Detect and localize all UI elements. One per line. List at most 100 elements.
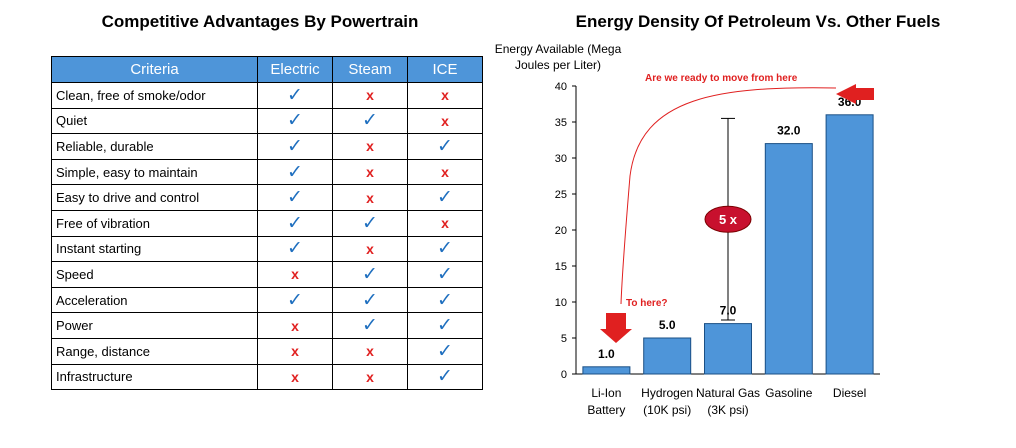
table-row: Reliable, durable ✓ x ✓: [51, 133, 483, 160]
electric-cell: ✓: [257, 286, 333, 314]
criteria-cell: Acceleration: [51, 286, 258, 314]
electric-cell: x: [257, 363, 333, 391]
electric-cell: ✓: [257, 133, 333, 160]
criteria-cell: Clean, free of smoke/odor: [51, 82, 258, 109]
checkmark-icon: ✓: [437, 314, 453, 337]
advantages-table: Criteria Electric Steam ICE Clean, free …: [51, 56, 483, 391]
ice-cell: ✓: [407, 133, 483, 160]
y-tick-label: 20: [555, 225, 567, 237]
y-axis-label: Joules per Liter): [515, 58, 601, 72]
table-body: Clean, free of smoke/odor ✓ x x Quiet ✓ ✓ x Reli…: [51, 82, 483, 391]
y-tick-label: 0: [561, 369, 567, 381]
cross-icon: x: [366, 240, 374, 257]
bar: [764, 143, 813, 375]
electric-cell: ✓: [257, 235, 333, 263]
electric-cell: x: [257, 337, 333, 365]
checkmark-icon: ✓: [362, 288, 378, 311]
x-tick-label: Li-Ion: [591, 386, 621, 400]
steam-cell: x: [332, 337, 408, 365]
header-steam: Steam: [332, 56, 408, 83]
x-tick-label: Natural Gas: [696, 386, 760, 400]
table-row: Free of vibration ✓ ✓ x: [51, 209, 483, 237]
bar-value-label: 32.0: [777, 124, 801, 138]
steam-cell: x: [332, 235, 408, 263]
electric-cell: ✓: [257, 107, 333, 135]
ice-cell: ✓: [407, 363, 483, 391]
checkmark-icon: ✓: [362, 109, 378, 132]
y-tick-label: 25: [555, 189, 567, 201]
y-tick-label: 30: [555, 153, 567, 165]
header-electric: Electric: [257, 56, 333, 83]
x-tick-label: (3K psi): [707, 403, 748, 417]
checkmark-icon: ✓: [287, 83, 303, 106]
annotation-move-from: Are we ready to move from here: [645, 73, 798, 84]
cross-icon: x: [291, 368, 299, 385]
table-row: Power x ✓ ✓: [51, 312, 483, 339]
steam-cell: ✓: [332, 312, 408, 339]
cross-icon: x: [366, 138, 374, 155]
steam-cell: ✓: [332, 107, 408, 135]
electric-cell: ✓: [257, 184, 333, 211]
left-arrow-icon: [836, 84, 874, 104]
table-row: Speed x ✓ ✓: [51, 261, 483, 288]
chart-title: Energy Density Of Petroleum Vs. Other Fu…: [575, 12, 941, 31]
table-row: Clean, free of smoke/odor ✓ x x: [51, 82, 483, 109]
electric-cell: x: [257, 312, 333, 339]
x-tick-label: Gasoline: [765, 386, 813, 400]
y-tick-label: 40: [555, 81, 567, 93]
checkmark-icon: ✓: [287, 160, 303, 183]
cross-icon: x: [441, 215, 449, 232]
ice-cell: x: [407, 158, 483, 186]
checkmark-icon: ✓: [287, 288, 303, 311]
checkmark-icon: ✓: [287, 109, 303, 132]
cross-icon: x: [366, 368, 374, 385]
electric-cell: ✓: [257, 209, 333, 237]
table-row: Quiet ✓ ✓ x: [51, 107, 483, 135]
bar: [704, 323, 752, 375]
ice-cell: ✓: [407, 261, 483, 288]
cross-icon: x: [291, 317, 299, 334]
checkmark-icon: ✓: [287, 237, 303, 260]
cross-icon: x: [291, 266, 299, 283]
bar: [825, 114, 874, 375]
steam-cell: x: [332, 82, 408, 109]
criteria-cell: Free of vibration: [51, 209, 258, 237]
cross-icon: x: [366, 343, 374, 360]
steam-cell: x: [332, 363, 408, 391]
checkmark-icon: ✓: [437, 262, 453, 285]
cross-icon: x: [366, 164, 374, 181]
steam-cell: x: [332, 184, 408, 211]
table-row: Acceleration ✓ ✓ ✓: [51, 286, 483, 314]
bar-value-label: 5.0: [659, 318, 676, 332]
checkmark-icon: ✓: [287, 211, 303, 234]
bar: [582, 366, 631, 375]
criteria-cell: Reliable, durable: [51, 133, 258, 160]
ice-cell: ✓: [407, 312, 483, 339]
x-tick-label: Battery: [587, 403, 625, 417]
bar: [643, 337, 692, 375]
y-tick-label: 15: [555, 261, 567, 273]
steam-cell: ✓: [332, 286, 408, 314]
checkmark-icon: ✓: [437, 365, 453, 388]
criteria-cell: Range, distance: [51, 337, 258, 365]
checkmark-icon: ✓: [362, 211, 378, 234]
criteria-cell: Quiet: [51, 107, 258, 135]
checkmark-icon: ✓: [362, 262, 378, 285]
criteria-cell: Infrastructure: [51, 363, 258, 391]
checkmark-icon: ✓: [437, 186, 453, 209]
criteria-cell: Instant starting: [51, 235, 258, 263]
ice-cell: x: [407, 209, 483, 237]
criteria-cell: Easy to drive and control: [51, 184, 258, 211]
y-tick-label: 5: [561, 333, 567, 345]
ice-cell: x: [407, 107, 483, 135]
electric-cell: x: [257, 261, 333, 288]
steam-cell: ✓: [332, 261, 408, 288]
y-tick-label: 35: [555, 117, 567, 129]
x-tick-label: (10K psi): [643, 403, 691, 417]
criteria-cell: Speed: [51, 261, 258, 288]
ratio-badge: [704, 205, 752, 233]
table-header-row: Criteria Electric Steam ICE: [51, 56, 483, 83]
x-tick-label: Diesel: [833, 386, 866, 400]
cross-icon: x: [366, 189, 374, 206]
annotation-to-here: To here?: [626, 298, 667, 309]
